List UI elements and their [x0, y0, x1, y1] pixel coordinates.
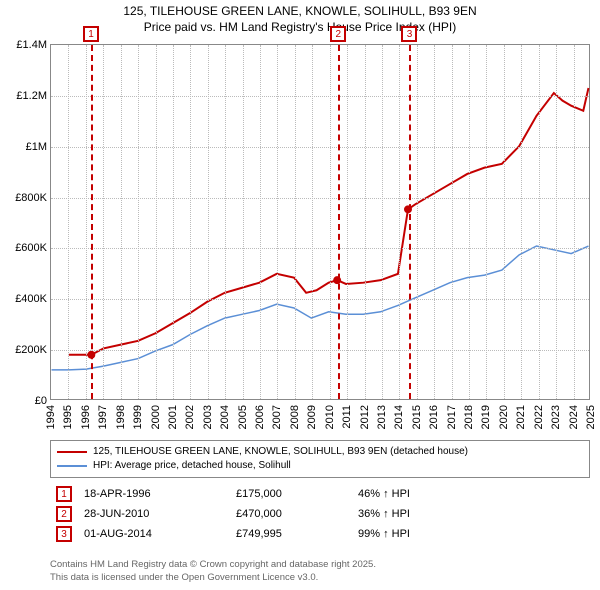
event-marker-box: 3 — [401, 26, 417, 42]
marker-date: 18-APR-1996 — [84, 488, 224, 500]
chart-container: 125, TILEHOUSE GREEN LANE, KNOWLE, SOLIH… — [0, 0, 600, 590]
chart-plot-area: £0£200K£400K£600K£800K£1M£1.2M£1.4M19941… — [50, 44, 590, 400]
x-axis-label: 2004 — [219, 405, 231, 429]
marker-num-box: 1 — [56, 486, 72, 502]
x-axis-label: 2019 — [480, 405, 492, 429]
marker-hpi: 36% ↑ HPI — [358, 508, 478, 520]
marker-price: £749,995 — [236, 528, 346, 540]
x-axis-label: 2013 — [376, 405, 388, 429]
x-axis-label: 1999 — [132, 405, 144, 429]
legend-row: 125, TILEHOUSE GREEN LANE, KNOWLE, SOLIH… — [57, 445, 583, 459]
y-axis-label: £400K — [15, 293, 47, 305]
y-axis-label: £200K — [15, 344, 47, 356]
x-axis-label: 2016 — [428, 405, 440, 429]
x-axis-label: 2017 — [446, 405, 458, 429]
legend-label: 125, TILEHOUSE GREEN LANE, KNOWLE, SOLIH… — [93, 445, 468, 459]
footer-line2: This data is licensed under the Open Gov… — [50, 572, 376, 584]
y-axis-label: £1M — [26, 141, 47, 153]
legend-swatch — [57, 465, 87, 467]
x-axis-label: 2022 — [533, 405, 545, 429]
y-axis-label: £800K — [15, 192, 47, 204]
x-axis-label: 1994 — [45, 405, 57, 429]
chart-svg — [51, 45, 589, 399]
series-hpi — [52, 246, 589, 370]
x-axis-label: 2024 — [568, 405, 580, 429]
x-axis-label: 2025 — [585, 405, 597, 429]
legend-swatch — [57, 451, 87, 453]
event-vline — [338, 45, 340, 399]
x-axis-label: 2014 — [393, 405, 405, 429]
marker-date: 28-JUN-2010 — [84, 508, 224, 520]
x-axis-label: 2007 — [271, 405, 283, 429]
x-axis-label: 2001 — [167, 405, 179, 429]
x-axis-label: 2009 — [306, 405, 318, 429]
x-axis-label: 1995 — [62, 405, 74, 429]
event-marker-box: 2 — [330, 26, 346, 42]
marker-date: 01-AUG-2014 — [84, 528, 224, 540]
footer-line1: Contains HM Land Registry data © Crown c… — [50, 559, 376, 571]
x-axis-label: 2005 — [237, 405, 249, 429]
event-vline — [91, 45, 93, 399]
x-axis-label: 2000 — [150, 405, 162, 429]
x-axis-label: 2012 — [359, 405, 371, 429]
series-price_paid — [69, 88, 589, 355]
x-axis-label: 1996 — [80, 405, 92, 429]
marker-hpi: 99% ↑ HPI — [358, 528, 478, 540]
x-axis-label: 1998 — [115, 405, 127, 429]
legend: 125, TILEHOUSE GREEN LANE, KNOWLE, SOLIH… — [50, 440, 590, 478]
y-axis-label: £1.2M — [16, 90, 47, 102]
x-axis-label: 2011 — [341, 405, 353, 429]
x-axis-label: 2008 — [289, 405, 301, 429]
marker-row: 1 18-APR-1996 £175,000 46% ↑ HPI — [50, 484, 590, 504]
marker-price: £175,000 — [236, 488, 346, 500]
legend-row: HPI: Average price, detached house, Soli… — [57, 459, 583, 473]
x-axis-label: 1997 — [97, 405, 109, 429]
legend-label: HPI: Average price, detached house, Soli… — [93, 459, 291, 473]
y-axis-label: £1.4M — [16, 39, 47, 51]
x-axis-label: 2015 — [411, 405, 423, 429]
event-vline — [409, 45, 411, 399]
title-line1: 125, TILEHOUSE GREEN LANE, KNOWLE, SOLIH… — [0, 4, 600, 20]
x-axis-label: 2003 — [202, 405, 214, 429]
x-axis-label: 2020 — [498, 405, 510, 429]
marker-num-box: 3 — [56, 526, 72, 542]
x-axis-label: 2023 — [550, 405, 562, 429]
marker-row: 2 28-JUN-2010 £470,000 36% ↑ HPI — [50, 504, 590, 524]
marker-num-box: 2 — [56, 506, 72, 522]
markers-table: 1 18-APR-1996 £175,000 46% ↑ HPI 2 28-JUN-201… — [50, 484, 590, 544]
x-axis-label: 2021 — [515, 405, 527, 429]
marker-row: 3 01-AUG-2014 £749,995 99% ↑ HPI — [50, 524, 590, 544]
event-marker-box: 1 — [83, 26, 99, 42]
x-axis-label: 2018 — [463, 405, 475, 429]
x-axis-label: 2010 — [324, 405, 336, 429]
footer: Contains HM Land Registry data © Crown c… — [50, 559, 376, 584]
y-axis-label: £600K — [15, 242, 47, 254]
marker-price: £470,000 — [236, 508, 346, 520]
x-axis-label: 2002 — [184, 405, 196, 429]
marker-hpi: 46% ↑ HPI — [358, 488, 478, 500]
x-axis-label: 2006 — [254, 405, 266, 429]
